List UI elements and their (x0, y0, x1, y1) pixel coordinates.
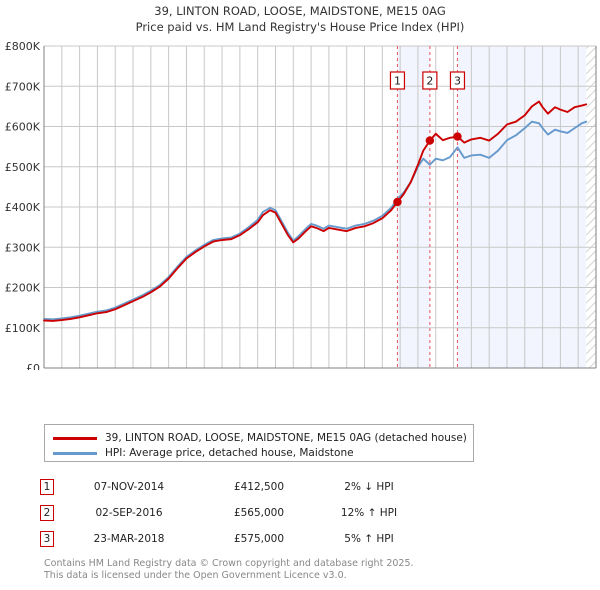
transaction-data-point[interactable] (425, 136, 435, 145)
y-axis-tick-label: £600K (5, 121, 41, 134)
legend-item: HPI: Average price, detached house, Maid… (53, 446, 465, 460)
series-line (43, 120, 588, 321)
footer-line-2: This data is licensed under the Open Gov… (44, 569, 347, 581)
transaction-date: 23-MAR-2018 (93, 533, 165, 545)
legend-item: 39, LINTON ROAD, LOOSE, MAIDSTONE, ME15 … (53, 431, 467, 445)
transaction-price: £575,000 (233, 533, 285, 545)
y-axis-tick-label: £0 (26, 362, 40, 370)
table-row: 3 23-MAR-2018 £575,000 5% ↑ HPI (40, 526, 470, 552)
transaction-badge: 1 (40, 479, 54, 495)
footer-line-1: Contains HM Land Registry data © Crown c… (44, 558, 414, 569)
page-title: 39, LINTON ROAD, LOOSE, MAIDSTONE, ME15 … (0, 3, 600, 35)
price-history-chart: £0 £100K £200K £300K £400K £500K £600K £700K £80… (0, 40, 600, 370)
table-row: 2 02-SEP-2016 £565,000 12% ↑ HPI (40, 500, 470, 526)
transaction-date: 02-SEP-2016 (95, 507, 163, 519)
y-axis-tick-label: £700K (5, 80, 41, 93)
transaction-table: 1 07-NOV-2014 £412,500 2% ↓ HPI 2 02-SEP-2016… (40, 474, 470, 552)
y-axis-tick-label: £400K (5, 201, 41, 214)
transaction-marker-number: 1 (394, 75, 401, 88)
transaction-price: £565,000 (233, 507, 285, 519)
transaction-data-point[interactable] (393, 197, 402, 207)
chart-legend: 39, LINTON ROAD, LOOSE, MAIDSTONE, ME15 … (44, 424, 474, 462)
title-line-1: 39, LINTON ROAD, LOOSE, MAIDSTONE, ME15 … (154, 4, 446, 18)
legend-swatch-line (53, 451, 97, 455)
table-row: 1 07-NOV-2014 £412,500 2% ↓ HPI (40, 474, 470, 500)
chart-svg: £0 £100K £200K £300K £400K £500K £600K £700K £80… (5, 40, 597, 370)
transaction-badge: 2 (40, 505, 54, 521)
transaction-hpi-delta: 5% ↑ HPI (344, 533, 394, 545)
transaction-price: £412,500 (233, 481, 285, 493)
y-axis-tick-label: £800K (5, 40, 41, 53)
legend-label: 39, LINTON ROAD, LOOSE, MAIDSTONE, ME15 … (105, 432, 467, 444)
y-axis-tick-label: £500K (5, 161, 41, 174)
series-line (43, 100, 588, 322)
title-line-2: Price paid vs. HM Land Registry's House … (135, 20, 465, 34)
footer-attribution: Contains HM Land Registry data © Crown c… (44, 558, 564, 581)
transaction-marker-box[interactable] (389, 71, 406, 90)
y-axis-tick-label: £300K (5, 241, 41, 254)
y-axis-tick-label: £200K (5, 282, 41, 295)
legend-swatch-line (53, 436, 97, 440)
y-axis-tick-label: £100K (5, 322, 41, 335)
transaction-marker-number: 2 (426, 75, 433, 88)
transaction-marker-box[interactable] (422, 71, 438, 90)
transaction-badge: 3 (40, 531, 54, 547)
transaction-date: 07-NOV-2014 (93, 481, 165, 493)
transaction-data-point[interactable] (453, 132, 462, 141)
transaction-marker-number: 3 (454, 75, 461, 88)
transaction-hpi-delta: 2% ↓ HPI (344, 481, 394, 493)
legend-label: HPI: Average price, detached house, Maid… (105, 447, 354, 459)
transaction-hpi-delta: 12% ↑ HPI (340, 507, 398, 519)
transaction-marker-box[interactable] (449, 71, 466, 90)
